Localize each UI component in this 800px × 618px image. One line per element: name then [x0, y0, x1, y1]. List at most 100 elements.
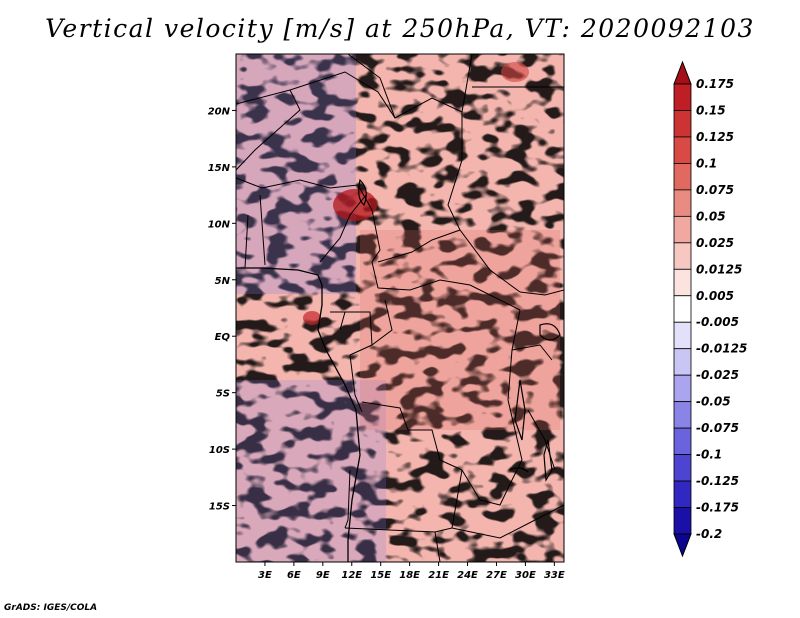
boundary-gabon-congo [330, 311, 373, 356]
colorbar-swatch [673, 321, 692, 350]
colorbar-label: -0.2 [696, 527, 722, 541]
field-tint-central [360, 230, 560, 430]
lon-tick-label: 6E [287, 570, 301, 581]
map-frame [235, 53, 565, 563]
colorbar-swatch [673, 189, 692, 217]
colorbar-label: -0.005 [696, 315, 739, 329]
lon-tick-label: 15E [370, 570, 391, 581]
colorbar-swatch [673, 480, 692, 508]
lon-tick-label: 30E [515, 570, 536, 581]
boundary-niger-libya-chad [347, 54, 463, 119]
lon-tick-label: 9E [316, 570, 330, 581]
colorbar-label: 0.15 [696, 103, 726, 117]
boundary-libya-egypt [461, 54, 473, 113]
boundary-drc-angola-west [349, 354, 363, 413]
boundary-drc-zambia [461, 459, 523, 506]
lat-tick-label: 10S [209, 445, 230, 456]
colorbar-swatch [673, 507, 692, 535]
lat-tick-label: 10N [208, 219, 231, 230]
boundary-algeria-niger [236, 71, 396, 119]
field-tint-west [236, 54, 356, 294]
colorbar-bottom-triangle [673, 533, 692, 558]
colorbar-label: 0.125 [696, 130, 734, 144]
boundary-chad-cameroon [357, 184, 381, 289]
lake-malawi [543, 439, 553, 482]
chart-title: Vertical velocity [m/s] at 250hPa, VT: 2… [45, 14, 755, 43]
colorbar-swatch [673, 268, 692, 297]
longitude-axis: 3E 6E 9E 12E 15E 18E 21E 24E 27E 30E 33E [258, 562, 565, 581]
colorbar-swatch [673, 348, 692, 376]
colorbar-top-triangle [673, 60, 692, 85]
colorbar-label: -0.025 [696, 368, 739, 382]
colorbar-label: 0.175 [696, 77, 734, 91]
colorbar-label: -0.125 [696, 474, 739, 488]
boundary-niger-nigeria [236, 177, 359, 189]
boundary-tanzania-malawi [527, 409, 556, 471]
strong-ascent-core [333, 189, 377, 221]
colorbar-swatch [673, 401, 692, 429]
lon-tick-label: 24E [457, 570, 478, 581]
boundary-mali-niger [236, 89, 301, 171]
lake-victoria [539, 323, 561, 341]
lakes [358, 178, 561, 482]
lake-tanganyika [514, 379, 526, 441]
colorbar-label: -0.05 [696, 395, 731, 409]
lon-tick-label: 33E [544, 570, 565, 581]
colorbar-swatch [673, 136, 692, 164]
colorbar-label: -0.0125 [696, 342, 747, 356]
field-negative-pattern [236, 54, 564, 562]
boundary-angola-south [344, 469, 351, 529]
ascent-spot-northeast [501, 62, 529, 82]
boundary-benin-nigeria [259, 194, 266, 266]
lon-tick-label: 27E [486, 570, 507, 581]
colorbar-swatch [673, 242, 692, 270]
boundary-chad-sudan [447, 112, 463, 231]
colorbar-swatch [673, 454, 692, 482]
ascent-spot-gulf [303, 311, 321, 325]
boundary-congo-drc [371, 299, 393, 346]
lon-tick-label: 3E [258, 570, 272, 581]
lon-tick-label: 12E [341, 570, 362, 581]
boundary-eq-guinea [339, 311, 346, 331]
colorbar-label: 0.05 [696, 209, 726, 223]
colorbar-label: -0.175 [696, 501, 739, 515]
colorbar-label: -0.075 [696, 421, 739, 435]
boundary-drc-angola [361, 401, 463, 471]
lat-tick-label: 15N [208, 163, 231, 174]
colorbar: 0.175 0.15 0.125 0.1 0.075 0.05 0.025 0.0125 0.0… [673, 60, 747, 558]
country-boundaries [236, 54, 564, 562]
boundary-nigeria-cameroon [319, 194, 367, 263]
colorbar-label: 0.1 [696, 156, 717, 170]
lake-mweru [509, 467, 529, 473]
boundary-car-chad-sudan [377, 229, 521, 293]
lake-chad [358, 178, 367, 207]
lon-tick-label: 21E [428, 570, 449, 581]
colorbar-swatch [673, 215, 692, 244]
colorbar-swatch [673, 110, 692, 138]
colorbar-label: 0.025 [696, 236, 734, 250]
colorbar-swatch [673, 374, 692, 403]
colorbar-label: 0.005 [696, 289, 734, 303]
boundary-togo [244, 214, 249, 269]
lat-tick-label: 15S [209, 502, 230, 513]
colorbar-swatch [673, 163, 692, 191]
colorbar-label: 0.075 [696, 183, 734, 197]
colorbar-swatch [673, 427, 692, 455]
lat-tick-label: 5N [215, 276, 231, 287]
lat-tick-label: EQ [215, 332, 231, 343]
boundary-car-drc [377, 279, 521, 311]
lat-tick-label: 20N [208, 106, 231, 117]
boundary-south-sudan-ethiopia [519, 289, 564, 296]
colorbar-swatch [673, 295, 692, 323]
boundary-uganda-kenya [511, 344, 553, 361]
coastline [236, 267, 361, 562]
credit-label: GrADS: IGES/COLA [4, 603, 98, 613]
lon-tick-label: 18E [399, 570, 420, 581]
boundary-zambia-zimbabwe [451, 504, 564, 539]
velocity-field [236, 54, 564, 562]
colorbar-label: 0.0125 [696, 262, 742, 276]
latitude-axis: 20N 15N 10N 5N EQ 5S 10S 15S [208, 106, 236, 513]
lat-tick-label: 5S [216, 389, 230, 400]
colorbar-label: -0.1 [696, 448, 722, 462]
